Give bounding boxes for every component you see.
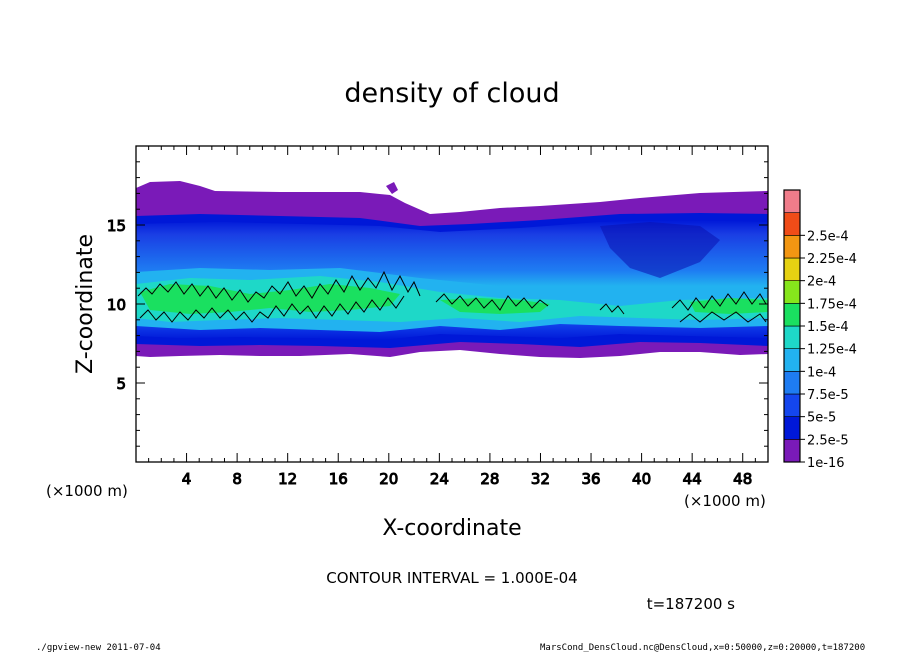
colorbar-label: 2e-4 <box>807 275 836 290</box>
cloud-teal-band <box>136 276 768 322</box>
colorbar-label: 1.5e-4 <box>807 320 849 335</box>
x-unit-left: (×1000 m) <box>46 482 128 500</box>
x-unit-right: (×1000 m) <box>684 492 766 510</box>
colorbar-frame <box>783 189 801 463</box>
colorbar-label: 1.25e-4 <box>807 343 857 358</box>
colorbar-segment <box>783 371 801 395</box>
y-tick-label: 5 <box>116 375 126 393</box>
x-tick-label: 24 <box>430 470 449 488</box>
x-tick-label: 8 <box>232 470 242 488</box>
contour-lines <box>137 270 767 323</box>
colorbar-segment <box>783 189 801 213</box>
x-tick-label: 4 <box>182 470 192 488</box>
x-tick-label: 48 <box>733 470 752 488</box>
x-tick-label: 40 <box>632 470 651 488</box>
colorbar-label: 1e-16 <box>807 456 845 471</box>
contour-line <box>671 291 767 311</box>
footer-right-text: MarsCond_DensCloud.nc@DensCloud,x=0:5000… <box>540 643 866 653</box>
colorbar-segment <box>783 325 801 349</box>
contour-line <box>435 293 549 311</box>
contour-interval-label: CONTOUR INTERVAL = 1.000E-04 <box>326 569 577 587</box>
cloud-green-right <box>440 298 550 314</box>
y-tick-label: 15 <box>107 217 126 235</box>
x-tick-label: 28 <box>480 470 499 488</box>
colorbar: 1e-16 2.5e-5 5e-5 7.5e-5 1e-4 1.25e-4 1.5e-4 1.… <box>783 189 857 471</box>
y-tick-label: 10 <box>107 296 126 314</box>
colorbar-label: 2.25e-4 <box>807 252 857 267</box>
cloud-purple-blob <box>386 182 398 194</box>
time-label: t=187200 s <box>647 595 735 613</box>
cloud-green-core <box>140 284 400 314</box>
colorbar-segment <box>783 303 801 327</box>
x-tick-label: 36 <box>581 470 600 488</box>
colorbar-segment <box>783 393 801 417</box>
x-tick-label: 16 <box>329 470 348 488</box>
cloud-green-far-right <box>690 298 768 314</box>
colorbar-segment <box>783 257 801 281</box>
x-tick-label: 20 <box>379 470 398 488</box>
colorbar-segment <box>783 416 801 440</box>
footer-left-text: ./gpview-new 2011-07-04 <box>36 643 161 653</box>
contour-line <box>679 311 767 323</box>
colorbar-segment <box>783 235 801 259</box>
x-tick-label: 12 <box>278 470 297 488</box>
colorbar-segment <box>783 280 801 304</box>
contour-line <box>139 295 405 323</box>
cloud-density-field <box>136 181 768 358</box>
colorbar-label: 2.5e-5 <box>807 433 849 448</box>
colorbar-label: 7.5e-5 <box>807 388 849 403</box>
colorbar-label: 5e-5 <box>807 411 836 426</box>
x-axis-label: X-coordinate <box>382 516 521 541</box>
contour-line <box>137 270 421 303</box>
colorbar-label: 1.75e-4 <box>807 297 857 312</box>
contour-line <box>599 303 625 315</box>
x-tick-label: 44 <box>683 470 702 488</box>
colorbar-label: 2.5e-4 <box>807 229 849 244</box>
x-tick-label: 32 <box>531 470 550 488</box>
chart-title: density of cloud <box>344 78 559 109</box>
colorbar-segment <box>783 439 801 463</box>
y-axis-label: Z-coordinate <box>73 234 98 374</box>
colorbar-segment <box>783 212 801 236</box>
colorbar-label: 1e-4 <box>807 365 836 380</box>
cloud-blue-patch <box>600 222 720 278</box>
colorbar-segment <box>783 348 801 372</box>
